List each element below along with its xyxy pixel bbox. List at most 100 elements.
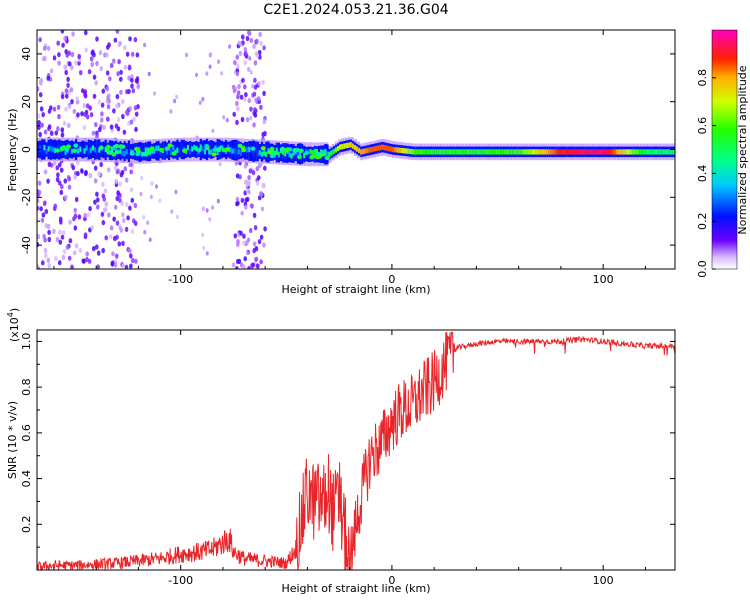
spectrogram-band-core	[233, 148, 236, 154]
spectrogram-noise-point	[47, 161, 52, 167]
spectrogram-noise-point	[47, 229, 51, 235]
spectrogram-noise-point	[125, 201, 129, 208]
spectrogram-band-core	[290, 153, 293, 159]
spectrogram-noise-point	[201, 232, 205, 238]
spectrogram-band-core	[468, 149, 471, 155]
snr-xlabel: Height of straight line (km)	[281, 582, 430, 595]
spectrogram-noise-point	[60, 94, 65, 100]
spectrogram-noise-point	[43, 247, 48, 253]
spectrogram-band-core	[432, 149, 435, 155]
spectrogram-band-core	[451, 149, 454, 155]
spectrogram-band-core	[328, 151, 331, 157]
spectrogram-noise-point	[98, 126, 102, 133]
spectrogram-noise-point	[121, 240, 125, 246]
spectrogram-ylabel: Frequency (Hz)	[6, 109, 19, 192]
spectrogram-band-core	[499, 149, 502, 155]
spectrogram-band-core	[660, 149, 663, 155]
spectrogram-band-core	[653, 149, 657, 155]
spectrogram-noise-point	[239, 42, 243, 47]
spectrogram-band-core	[446, 149, 449, 155]
spectrogram-band-core	[43, 145, 46, 151]
spectrogram-band-core	[541, 149, 545, 155]
spectrogram-noise-point	[57, 60, 61, 66]
spectrogram-noise-point	[88, 105, 92, 111]
spectrogram-band-core	[404, 148, 407, 154]
spectrogram-band-core	[191, 146, 194, 152]
spectrogram-blob	[55, 148, 60, 153]
spectrogram-noise-point	[54, 130, 59, 136]
spectrogram-band-core	[381, 144, 384, 150]
spectrogram-noise-point	[95, 36, 99, 42]
spectrogram-band-core	[510, 149, 513, 155]
spectrogram-band-core	[41, 145, 44, 151]
spectrogram-band-core	[282, 149, 285, 155]
spectrogram-noise-point	[257, 80, 262, 86]
svg-text:(x104): (x104)	[6, 308, 21, 342]
spectrogram-noise-point	[127, 75, 131, 81]
spectrogram-noise-point	[100, 102, 105, 108]
snr-marks	[37, 331, 675, 570]
spectrogram-noise-point	[260, 206, 264, 212]
spectrogram-band-core	[618, 149, 621, 155]
spectrogram-noise-point	[133, 105, 138, 111]
spectrogram-noise-point	[201, 206, 205, 211]
spectrogram-noise-point	[78, 247, 83, 254]
spectrogram-noise-point	[128, 106, 132, 112]
spectrogram-noise-point	[96, 204, 100, 210]
spectrogram-band-core	[421, 149, 424, 155]
spectrogram-noise-point	[84, 30, 88, 36]
spectrogram-band-core	[47, 146, 50, 152]
spectrogram-noise-point	[133, 220, 138, 226]
spectrogram-band-core	[127, 148, 130, 154]
spectrogram-noise-point	[129, 253, 133, 259]
spectrogram-noise-point	[208, 217, 212, 222]
spectrogram-noise-point	[126, 215, 130, 221]
spectrogram-band-core	[512, 149, 515, 155]
spectrogram-noise-point	[205, 71, 209, 76]
spectrogram-noise-point	[53, 203, 58, 209]
spectrogram-noise-point	[62, 248, 67, 255]
spectrogram-noise-point	[97, 171, 101, 177]
spectrogram-noise-point	[67, 122, 71, 129]
spectrogram-noise-point	[124, 264, 129, 269]
spectrogram-noise-point	[93, 178, 98, 184]
spectrogram-band-core	[77, 148, 80, 154]
spectrogram-band-core	[252, 150, 255, 157]
spectrogram-band-core	[49, 145, 52, 152]
spectrogram-xtick-label: 100	[593, 273, 614, 286]
spectrogram-noise-point	[248, 56, 252, 61]
spectrogram-band-core	[647, 149, 650, 155]
spectrogram-blob	[104, 148, 110, 153]
spectrogram-noise-point	[261, 131, 266, 138]
spectrogram-noise-point	[63, 35, 67, 42]
spectrogram-band-core	[138, 146, 141, 153]
spectrogram-noise-point	[47, 236, 52, 243]
spectrogram-band	[113, 141, 116, 160]
spectrogram-noise-point	[41, 260, 45, 266]
spectrogram-noise-point	[235, 266, 239, 269]
snr-ytick-label: 0.2	[20, 516, 33, 534]
spectrogram-noise-point	[37, 180, 42, 186]
spectrogram-blob	[212, 147, 218, 152]
spectrogram-noise-point	[43, 129, 48, 135]
spectrogram-noise-point	[247, 180, 251, 186]
spectrogram-band-core	[39, 146, 42, 152]
spectrogram-noise-point	[146, 220, 150, 225]
spectrogram-noise-point	[82, 125, 87, 131]
spectrogram-noise-point	[115, 94, 120, 100]
spectrogram-noise-point	[64, 69, 68, 76]
spectrogram-noise-point	[259, 104, 263, 110]
spectrogram-ytick-label: -20	[20, 188, 33, 206]
spectrogram-noise-point	[244, 197, 249, 203]
spectrogram-noise-point	[124, 177, 129, 183]
spectrogram-noise-point	[155, 184, 158, 189]
spectrogram-noise-point	[43, 45, 47, 51]
spectrogram-blob	[216, 147, 221, 152]
spectrogram-noise-point	[243, 46, 248, 53]
spectrogram-noise-point	[88, 173, 93, 179]
spectrogram-noise-point	[83, 232, 88, 238]
spectrogram-blob	[284, 147, 290, 153]
spectrogram-band-core	[303, 152, 306, 159]
spectrogram-noise-point	[246, 66, 251, 72]
spectrogram-noise-point	[55, 236, 60, 243]
